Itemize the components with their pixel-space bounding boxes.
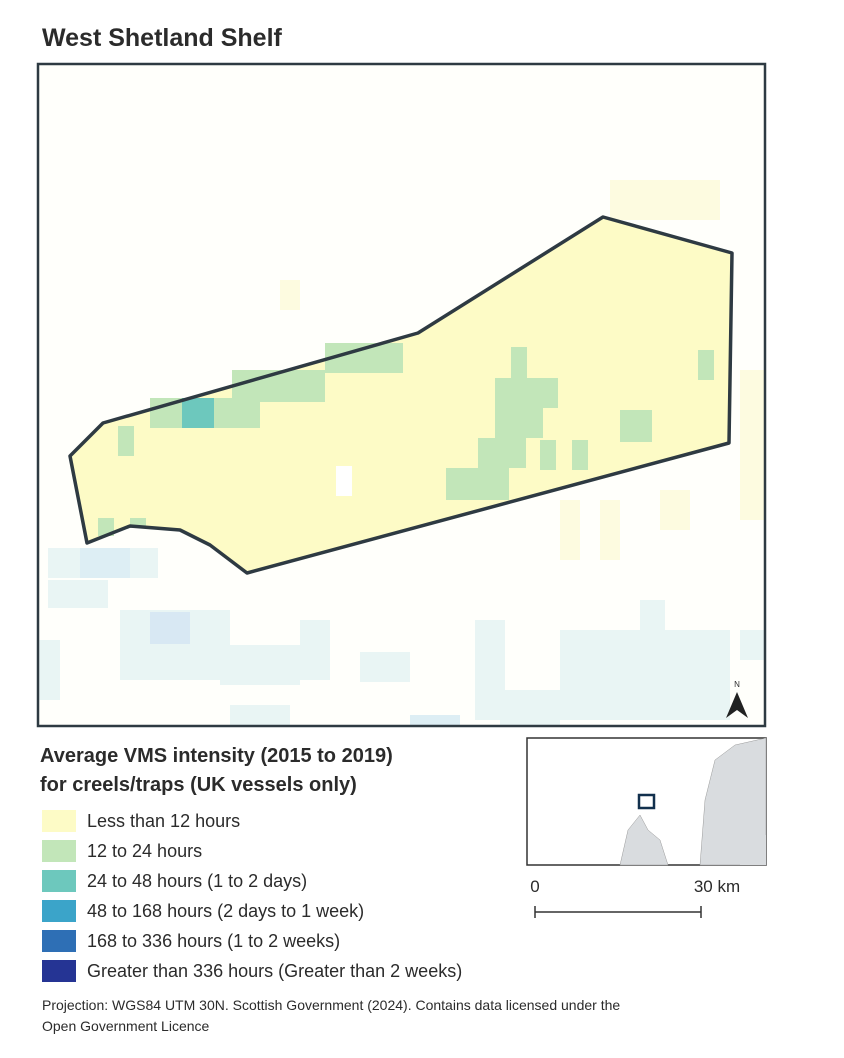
inset-land bbox=[619, 814, 669, 866]
legend-label: Less than 12 hours bbox=[87, 811, 240, 831]
legend-title: for creels/traps (UK vessels only) bbox=[40, 774, 357, 796]
legend-label: Greater than 336 hours (Greater than 2 w… bbox=[87, 961, 462, 981]
area-boundary bbox=[68, 215, 734, 575]
footer-text: Projection: WGS84 UTM 30N. Scottish Gove… bbox=[42, 997, 620, 1013]
map: N bbox=[36, 62, 767, 728]
legend-title: Average VMS intensity (2015 to 2019) bbox=[40, 745, 393, 767]
legend-swatch bbox=[42, 810, 76, 832]
legend-swatch bbox=[42, 960, 76, 982]
map-frame bbox=[36, 62, 767, 728]
title: West Shetland Shelf bbox=[42, 24, 283, 52]
north-arrow bbox=[726, 692, 748, 718]
scale-bar: 0 30 km bbox=[530, 877, 740, 918]
light-cells bbox=[280, 180, 765, 560]
inset-locator bbox=[637, 793, 656, 810]
legend-label: 24 to 48 hours (1 to 2 days) bbox=[87, 871, 307, 891]
inset-land bbox=[740, 835, 766, 865]
intensity-cell-high bbox=[182, 398, 214, 428]
scale-line bbox=[534, 906, 702, 918]
legend-swatch bbox=[42, 930, 76, 952]
scale-label: 0 bbox=[530, 877, 539, 896]
scale-label: 30 km bbox=[694, 877, 740, 896]
legend-label: 168 to 336 hours (1 to 2 weeks) bbox=[87, 931, 340, 951]
legend: Average VMS intensity (2015 to 2019) for… bbox=[40, 745, 462, 982]
offshore-cells bbox=[38, 548, 765, 726]
inset-map bbox=[526, 737, 767, 866]
legend-swatch bbox=[42, 900, 76, 922]
legend-label: 12 to 24 hours bbox=[87, 841, 202, 861]
gap-cell bbox=[336, 466, 352, 496]
legend-swatch bbox=[42, 870, 76, 892]
legend-items: Less than 12 hours 12 to 24 hours 24 to 48… bbox=[42, 810, 462, 982]
legend-swatch bbox=[42, 840, 76, 862]
footer-text: Open Government Licence bbox=[42, 1018, 210, 1034]
north-label: N bbox=[734, 680, 740, 689]
area-polygon-fill bbox=[70, 217, 732, 573]
legend-label: 48 to 168 hours (2 days to 1 week) bbox=[87, 901, 364, 921]
